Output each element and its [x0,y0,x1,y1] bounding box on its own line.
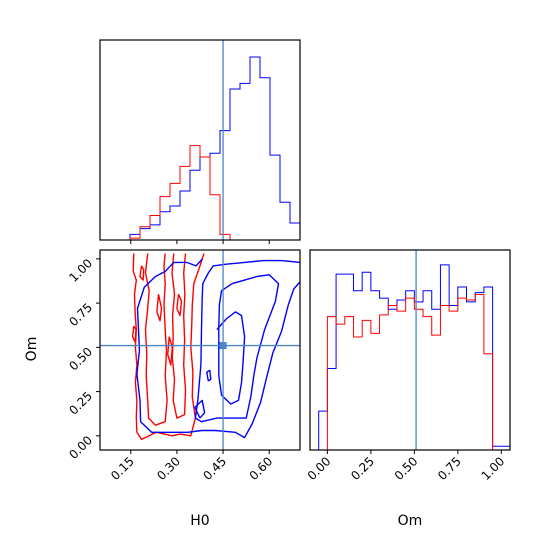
om-bottom-tick-label-0: 0.00 [305,454,334,483]
joint-contour-series-1-2 [194,399,206,419]
joint-contour-series-2-0 [132,253,205,441]
joint-contour-series-1-0 [136,258,300,439]
h0-tick-label-1: 0.30 [154,454,183,483]
joint-contour-series-2-7 [131,325,137,343]
h0-axis-label: H0 [190,513,209,529]
joint-contour-series-2-6 [176,293,183,317]
h0-tick-label-3: 0.60 [247,454,276,483]
joint-contours [100,250,300,450]
om-bottom-tick-label-1: 0.25 [348,454,377,483]
om-left-tick-label-1: 0.25 [66,389,95,418]
om-left-tick-label-2: 0.50 [66,345,95,374]
joint-contour-series-2-5 [167,336,173,366]
om-left-tick-label-0: 0.00 [66,433,95,462]
om-left-tick-label-3: 0.75 [66,300,95,329]
om-hist-frame [309,249,511,451]
om-left-axis-label: Om [24,337,40,362]
h0-tick-label-0: 0.15 [108,454,137,483]
om-hist-series-2 [310,293,510,451]
joint-frame [99,249,301,451]
om-bottom-axis-label: Om [398,513,423,529]
om-bottom-tick-label-2: 0.50 [392,454,421,483]
om-bottom-tick-label-4: 1.00 [479,454,508,483]
joint-contour-series-2-4 [156,294,163,322]
joint-truth-marker [219,342,227,350]
om-hist-series-1 [310,264,511,451]
joint-contour-series-1-3 [206,369,212,382]
h0-tick-label-2: 0.45 [200,454,229,483]
om-bottom-tick-label-3: 0.75 [435,454,464,483]
joint-contour-series-2-1 [144,253,168,426]
h0-hist-frame [99,39,301,241]
joint-contour-series-1-1 [194,259,300,423]
corner-plot-panels: 0.15 0.30 0.45 0.60 0.00 0.25 0.50 0.75 1.00 0.00… [66,39,511,483]
om-left-tick-label-4: 1.00 [66,256,95,285]
joint-contour-series-2-2 [171,253,187,419]
joint-contour-series-2-3 [139,265,145,281]
